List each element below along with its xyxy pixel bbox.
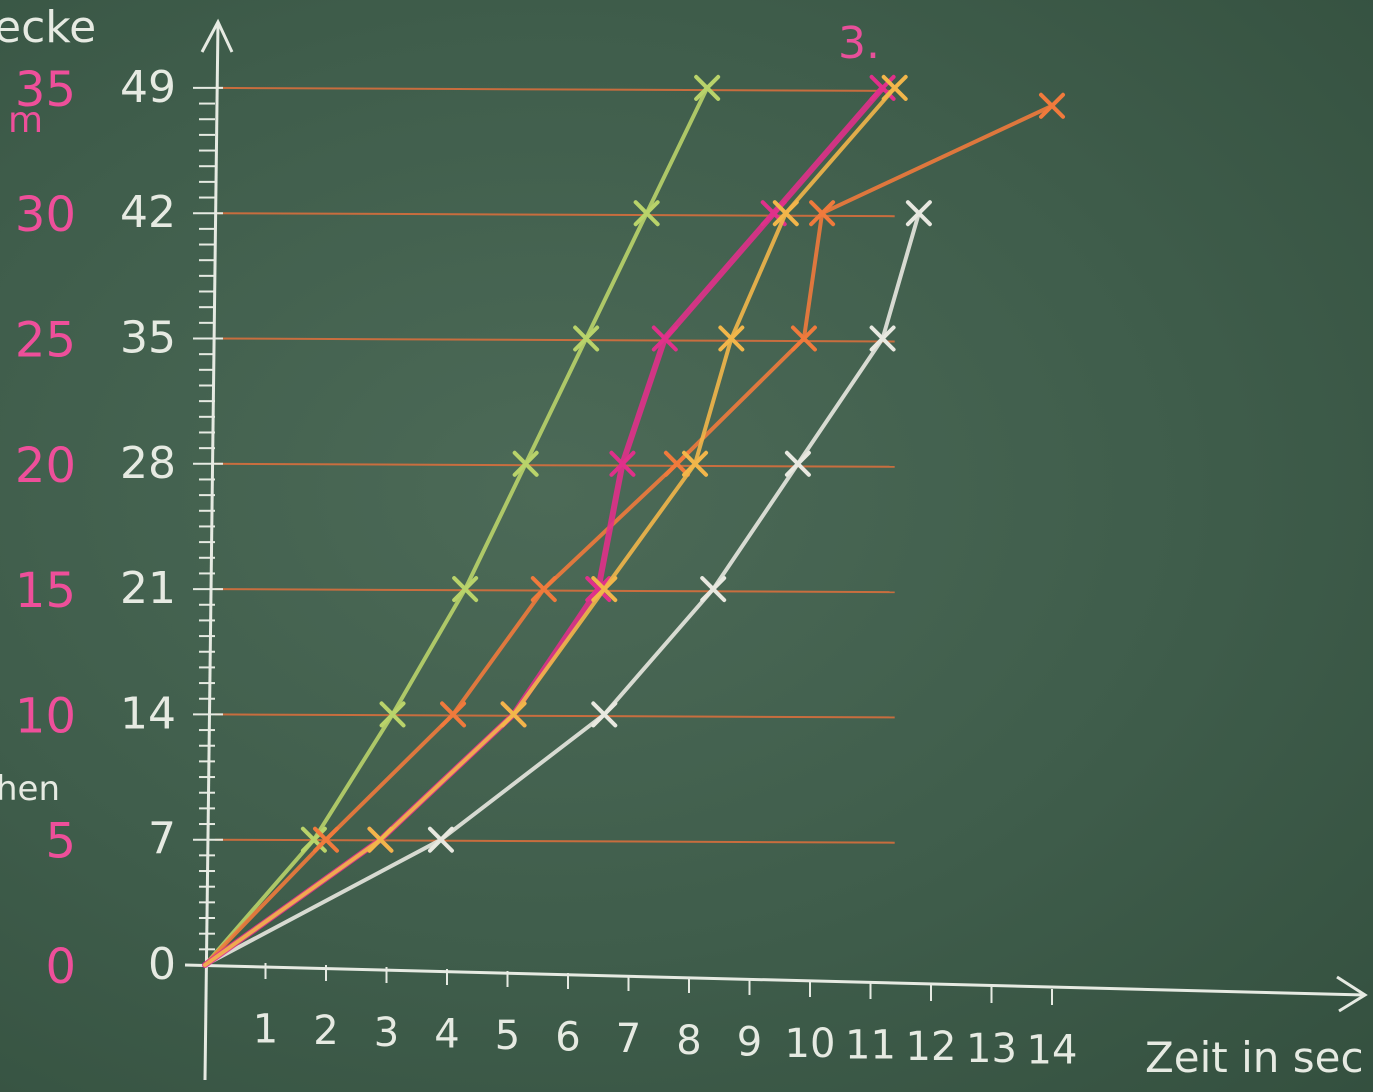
x-tick-label: 10	[785, 1021, 836, 1067]
data-point	[682, 450, 709, 477]
x-tick-label: 9	[737, 1019, 762, 1065]
tick-labels: 1 2 3 4 5 6 7 8 9 10 11 12 13 14071421283542490510152…	[15, 62, 1078, 1074]
reference-line	[214, 462, 895, 468]
x-axis-label: Zeit in sec	[1145, 1033, 1364, 1082]
data-point	[809, 200, 836, 227]
axes	[184, 18, 1368, 1081]
y-axis-unit: m	[8, 100, 43, 141]
data-point	[530, 576, 557, 603]
data-point	[609, 450, 636, 477]
reference-line	[214, 86, 895, 92]
x-tick-label: 1	[253, 1007, 278, 1053]
y-tick-label: 35	[120, 313, 176, 364]
data-point	[633, 200, 660, 227]
y-tick-label: 21	[120, 563, 176, 614]
y-axis-arrow	[200, 18, 234, 53]
data-point	[905, 200, 932, 227]
reference-line	[214, 212, 895, 218]
reference-line	[214, 713, 895, 719]
y-tick-label: 14	[120, 688, 176, 739]
x-tick-label: 4	[434, 1011, 459, 1057]
data-point	[591, 576, 618, 603]
y-tick-label-secondary: 5	[45, 814, 76, 870]
y-tick-label: 0	[148, 939, 176, 990]
data-point	[694, 74, 721, 101]
data-point	[500, 701, 527, 728]
data-point	[379, 701, 406, 728]
data-point	[573, 325, 600, 352]
data-point	[585, 576, 612, 603]
data-point	[440, 701, 467, 728]
tick-marks	[193, 86, 1053, 1005]
y-tick-label: 7	[148, 814, 176, 865]
x-tick-label: 5	[495, 1013, 520, 1059]
left-label-fragment: hen	[0, 769, 60, 809]
x-tick-label: 7	[616, 1016, 641, 1062]
series-marker-label: 3.	[838, 18, 880, 69]
x-tick-label: 13	[966, 1026, 1017, 1072]
data-point	[313, 826, 339, 853]
x-tick-label: 6	[555, 1015, 580, 1061]
x-tick-label: 3	[374, 1010, 399, 1056]
data-series	[202, 74, 1065, 968]
reference-line	[214, 337, 895, 343]
data-point	[790, 325, 817, 352]
y-tick-label-secondary: 25	[15, 313, 76, 369]
data-point	[784, 450, 811, 477]
y-axis	[203, 21, 220, 1081]
y-tick-label: 42	[120, 187, 176, 238]
y-tick-label-secondary: 0	[45, 939, 76, 995]
y-tick-label: 28	[120, 438, 176, 489]
y-tick-label: 49	[120, 62, 176, 113]
x-tick-label: 12	[906, 1024, 957, 1070]
data-point	[700, 576, 727, 603]
data-point	[881, 74, 908, 101]
data-point	[718, 325, 745, 352]
series-group	[203, 200, 932, 967]
y-tick-label-secondary: 35	[15, 62, 76, 118]
data-point	[427, 826, 454, 853]
data-point	[663, 450, 690, 477]
y-axis-label: ecke	[0, 2, 96, 53]
reference-line	[214, 588, 895, 594]
x-axis-arrow	[1336, 975, 1368, 1013]
y-tick-label-secondary: 15	[15, 563, 76, 619]
y-tick-label-secondary: 20	[15, 438, 76, 494]
data-point	[869, 325, 896, 352]
x-tick-label: 11	[845, 1023, 896, 1069]
series-line	[203, 85, 710, 967]
series-line	[203, 211, 921, 967]
series-group	[203, 74, 908, 967]
x-tick-label: 14	[1027, 1027, 1078, 1073]
series-group	[203, 74, 721, 967]
data-point	[367, 826, 394, 853]
x-axis	[184, 963, 1366, 997]
data-point	[452, 576, 479, 603]
reference-lines	[214, 86, 895, 844]
data-point	[772, 200, 799, 227]
data-point	[512, 450, 539, 477]
y-tick-label-secondary: 10	[15, 688, 76, 744]
x-tick-label: 8	[676, 1018, 701, 1064]
x-tick-label: 2	[313, 1008, 338, 1054]
data-point	[651, 325, 678, 352]
data-point	[1039, 92, 1065, 119]
data-point	[591, 701, 618, 728]
y-tick-label-secondary: 30	[15, 187, 76, 243]
